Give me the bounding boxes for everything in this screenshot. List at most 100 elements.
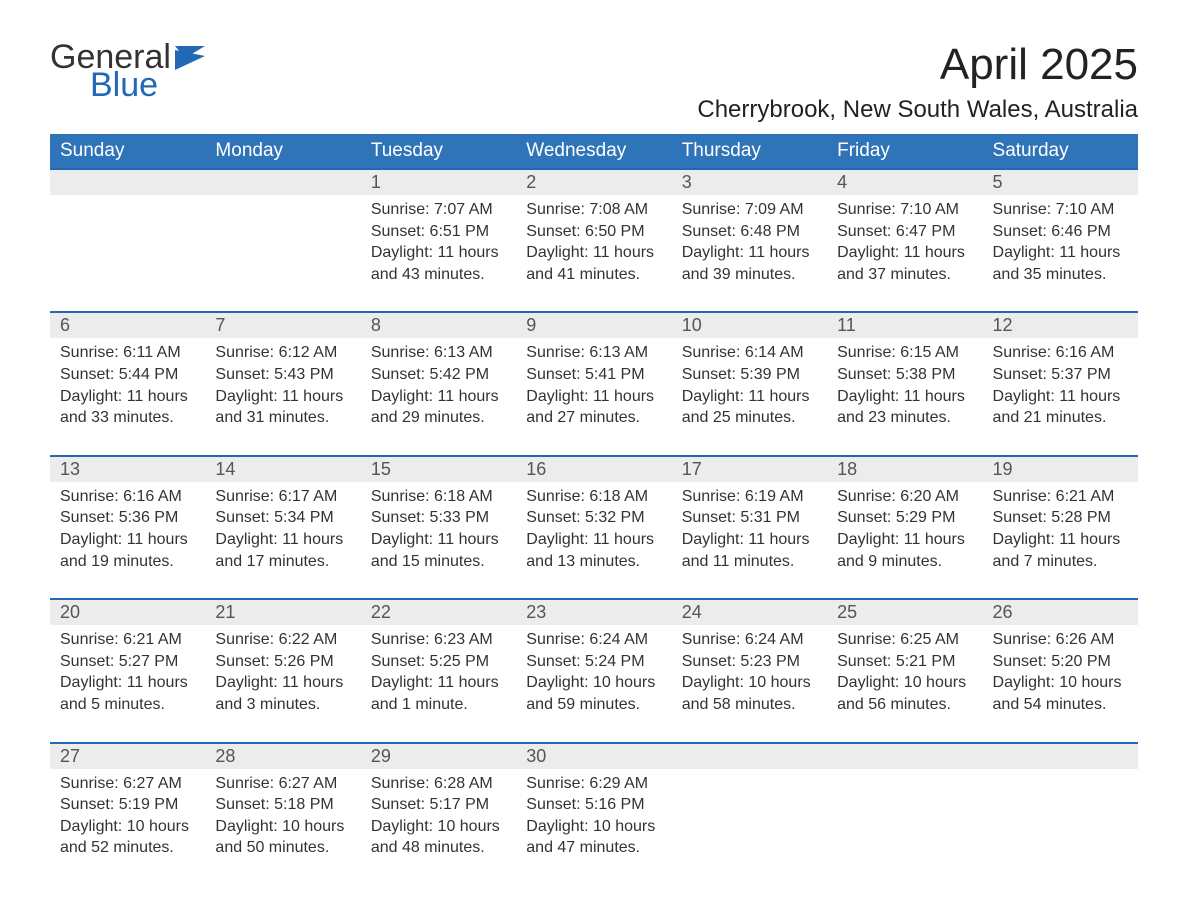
- sunrise-line: Sunrise: 6:19 AM: [682, 486, 817, 508]
- sunset-line: Sunset: 5:25 PM: [371, 651, 506, 673]
- sunset-line: Sunset: 5:44 PM: [60, 364, 195, 386]
- sunrise-line: Sunrise: 6:28 AM: [371, 773, 506, 795]
- day-content-cell: Sunrise: 6:12 AMSunset: 5:43 PMDaylight:…: [205, 338, 360, 434]
- day-content-cell: Sunrise: 6:13 AMSunset: 5:42 PMDaylight:…: [361, 338, 516, 434]
- sunset-line: Sunset: 5:32 PM: [526, 507, 661, 529]
- day-number-cell: 25: [827, 599, 982, 625]
- sunrise-line: Sunrise: 7:10 AM: [837, 199, 972, 221]
- day-content-cell: Sunrise: 6:27 AMSunset: 5:19 PMDaylight:…: [50, 769, 205, 865]
- day-number-cell: 8: [361, 312, 516, 338]
- sunrise-line: Sunrise: 6:20 AM: [837, 486, 972, 508]
- sunset-line: Sunset: 6:46 PM: [993, 221, 1128, 243]
- daylight-line: Daylight: 11 hours and 5 minutes.: [60, 672, 195, 715]
- sunrise-line: Sunrise: 6:27 AM: [215, 773, 350, 795]
- day-content-cell: Sunrise: 6:11 AMSunset: 5:44 PMDaylight:…: [50, 338, 205, 434]
- day-number-row: 12345: [50, 169, 1138, 195]
- day-number-cell: 30: [516, 743, 671, 769]
- sunset-line: Sunset: 5:42 PM: [371, 364, 506, 386]
- calendar-page: General Blue April 2025 Cherrybrook, New…: [0, 0, 1188, 905]
- sunset-line: Sunset: 6:47 PM: [837, 221, 972, 243]
- day-number-cell: 4: [827, 169, 982, 195]
- day-content-row: Sunrise: 7:07 AMSunset: 6:51 PM Daylight:…: [50, 195, 1138, 291]
- week-separator: [50, 722, 1138, 743]
- sunset-line: Sunset: 5:33 PM: [371, 507, 506, 529]
- sunrise-line: Sunrise: 7:07 AM: [371, 199, 506, 221]
- sunset-line: Sunset: 5:21 PM: [837, 651, 972, 673]
- day-number-cell: 26: [983, 599, 1138, 625]
- sunset-line: Sunset: 5:16 PM: [526, 794, 661, 816]
- sunset-line: Sunset: 5:43 PM: [215, 364, 350, 386]
- day-number-cell: 16: [516, 456, 671, 482]
- day-content-cell: [672, 769, 827, 865]
- daylight-line: Daylight: 10 hours and 50 minutes.: [215, 816, 350, 859]
- sunset-line: Sunset: 5:19 PM: [60, 794, 195, 816]
- sunset-line: Sunset: 5:34 PM: [215, 507, 350, 529]
- day-number-cell: [827, 743, 982, 769]
- header-row: General Blue April 2025 Cherrybrook, New…: [50, 40, 1138, 134]
- logo-text-block: General Blue: [50, 40, 171, 102]
- day-content-row: Sunrise: 6:27 AM Sunset: 5:19 PM Daylight:…: [50, 769, 1138, 865]
- day-content-cell: Sunrise: 6:18 AMSunset: 5:33 PMDaylight:…: [361, 482, 516, 578]
- day-number-cell: 23: [516, 599, 671, 625]
- sunrise-line: Sunrise: 6:14 AM: [682, 342, 817, 364]
- weekday-header: Wednesday: [516, 134, 671, 169]
- day-number-cell: 12: [983, 312, 1138, 338]
- sunset-line: Sunset: 6:50 PM: [526, 221, 661, 243]
- sunrise-line: Sunrise: 6:18 AM: [526, 486, 661, 508]
- day-content-cell: Sunrise: 6:22 AMSunset: 5:26 PMDaylight:…: [205, 625, 360, 721]
- day-content-cell: Sunrise: 6:19 AMSunset: 5:31 PMDaylight:…: [672, 482, 827, 578]
- day-content-cell: [205, 195, 360, 291]
- daylight-line: Daylight: 11 hours and 11 minutes.: [682, 529, 817, 572]
- day-number-cell: 19: [983, 456, 1138, 482]
- day-number-cell: 7: [205, 312, 360, 338]
- sunrise-line: Sunrise: 6:29 AM: [526, 773, 661, 795]
- day-content-cell: Sunrise: 6:24 AMSunset: 5:24 PMDaylight:…: [516, 625, 671, 721]
- title-block: April 2025 Cherrybrook, New South Wales,…: [697, 40, 1138, 134]
- daylight-line: Daylight: 11 hours and 13 minutes.: [526, 529, 661, 572]
- sunrise-line: Sunrise: 6:16 AM: [993, 342, 1128, 364]
- day-number-cell: 11: [827, 312, 982, 338]
- sunrise-line: Sunrise: 7:09 AM: [682, 199, 817, 221]
- day-number-cell: 21: [205, 599, 360, 625]
- daylight-line: Daylight: 10 hours and 58 minutes.: [682, 672, 817, 715]
- day-content-row: Sunrise: 6:11 AMSunset: 5:44 PMDaylight:…: [50, 338, 1138, 434]
- day-content-cell: Sunrise: 7:09 AMSunset: 6:48 PMDaylight:…: [672, 195, 827, 291]
- day-content-row: Sunrise: 6:21 AMSunset: 5:27 PMDaylight:…: [50, 625, 1138, 721]
- sunrise-line: Sunrise: 6:26 AM: [993, 629, 1128, 651]
- sunset-line: Sunset: 5:24 PM: [526, 651, 661, 673]
- daylight-line: Daylight: 11 hours and 37 minutes.: [837, 242, 972, 285]
- sunrise-line: Sunrise: 6:24 AM: [682, 629, 817, 651]
- day-content-cell: Sunrise: 6:23 AMSunset: 5:25 PMDaylight:…: [361, 625, 516, 721]
- day-number-cell: 18: [827, 456, 982, 482]
- weekday-header: Tuesday: [361, 134, 516, 169]
- day-number-cell: 24: [672, 599, 827, 625]
- daylight-line: Daylight: 11 hours and 35 minutes.: [993, 242, 1128, 285]
- day-content-cell: Sunrise: 6:24 AMSunset: 5:23 PMDaylight:…: [672, 625, 827, 721]
- calendar-table: SundayMondayTuesdayWednesdayThursdayFrid…: [50, 134, 1138, 865]
- day-number-cell: [205, 169, 360, 195]
- sunset-line: Sunset: 5:23 PM: [682, 651, 817, 673]
- day-content-cell: Sunrise: 6:13 AMSunset: 5:41 PMDaylight:…: [516, 338, 671, 434]
- sunset-line: Sunset: 5:29 PM: [837, 507, 972, 529]
- sunset-line: Sunset: 6:51 PM: [371, 221, 506, 243]
- daylight-line: Daylight: 11 hours and 33 minutes.: [60, 386, 195, 429]
- day-number-row: 27282930: [50, 743, 1138, 769]
- day-content-cell: Sunrise: 7:07 AMSunset: 6:51 PMDaylight:…: [361, 195, 516, 291]
- day-number-cell: 1: [361, 169, 516, 195]
- sunrise-line: Sunrise: 6:24 AM: [526, 629, 661, 651]
- sunrise-line: Sunrise: 6:25 AM: [837, 629, 972, 651]
- daylight-line: Daylight: 11 hours and 25 minutes.: [682, 386, 817, 429]
- weekday-header: Monday: [205, 134, 360, 169]
- day-content-cell: Sunrise: 7:08 AMSunset: 6:50 PMDaylight:…: [516, 195, 671, 291]
- day-number-cell: 2: [516, 169, 671, 195]
- day-number-cell: 20: [50, 599, 205, 625]
- logo: General Blue: [50, 40, 209, 102]
- sunset-line: Sunset: 6:48 PM: [682, 221, 817, 243]
- daylight-line: Daylight: 11 hours and 27 minutes.: [526, 386, 661, 429]
- day-number-cell: 15: [361, 456, 516, 482]
- daylight-line: Daylight: 10 hours and 59 minutes.: [526, 672, 661, 715]
- day-content-cell: [827, 769, 982, 865]
- day-content-cell: Sunrise: 6:29 AMSunset: 5:16 PMDaylight:…: [516, 769, 671, 865]
- day-number-cell: 6: [50, 312, 205, 338]
- sunrise-line: Sunrise: 6:23 AM: [371, 629, 506, 651]
